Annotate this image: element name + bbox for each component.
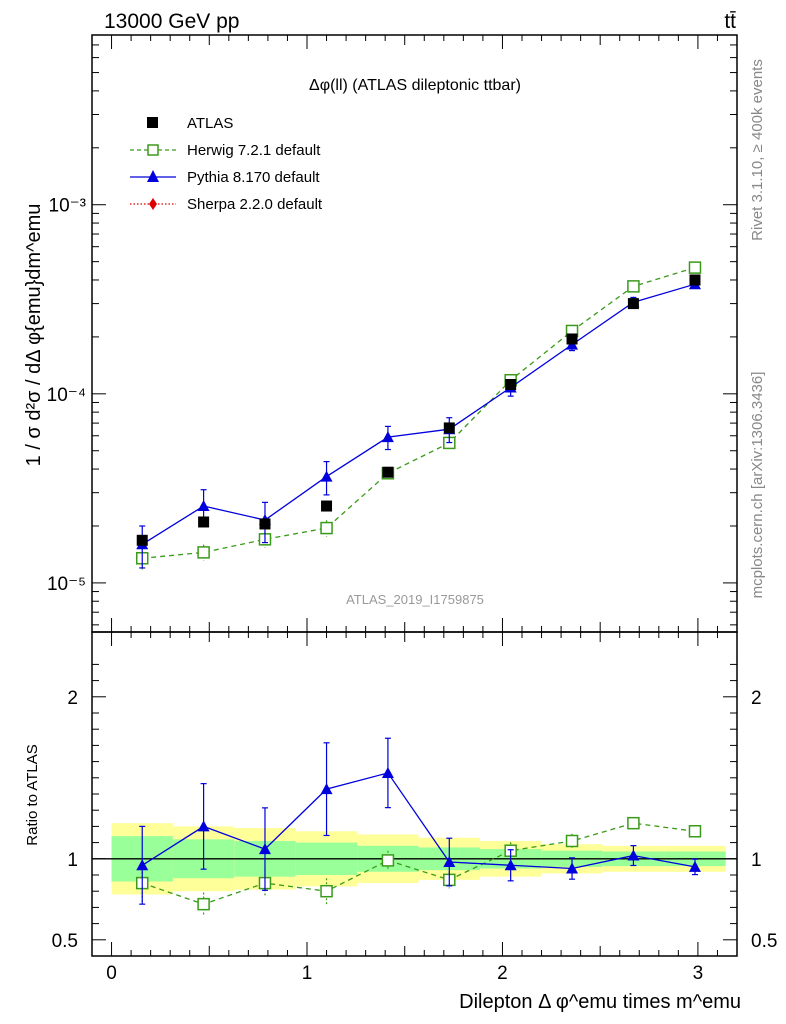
main-tick-labels: 10⁻⁵ 10⁻⁴ 10⁻³ xyxy=(47,196,86,595)
herwig-ratio-point xyxy=(320,884,333,898)
ratio-y-tick-label-left: 1 xyxy=(67,850,78,871)
herwig-point xyxy=(320,521,333,535)
ratio-y-tick-label-left: 2 xyxy=(67,688,78,709)
ratio-y-tick-label-right: 2 xyxy=(751,688,762,709)
x-axis-label: Dilepton Δ φ^emu times m^emu xyxy=(459,991,741,1013)
main-series-layer xyxy=(135,261,702,571)
x-tick-label: 3 xyxy=(693,963,704,984)
ratio-y-axis-label: Ratio to ATLAS xyxy=(24,744,41,845)
atlas-data-point xyxy=(627,298,639,310)
main-plot-title: Δφ(ll) (ATLAS dileptonic ttbar) xyxy=(309,77,521,94)
legend-herwig-label: Herwig 7.2.1 default xyxy=(187,142,321,159)
header-process-label: tt̄ xyxy=(724,10,736,33)
atlas-data-point xyxy=(566,333,578,345)
main-y-tick-label: 10⁻³ xyxy=(49,196,87,217)
pythia-ratio-point xyxy=(258,843,271,855)
legend-sherpa-marker xyxy=(149,198,157,210)
main-axis-ticks xyxy=(92,35,737,632)
atlas-data-point xyxy=(321,500,333,512)
x-tick-label: 2 xyxy=(497,963,508,984)
atlas-data-point xyxy=(198,516,210,528)
atlas-data-point xyxy=(505,379,517,391)
main-y-tick-label: 10⁻⁵ xyxy=(47,574,86,595)
pythia-ratio-point xyxy=(566,862,579,874)
ratio-y-tick-label-left: 0.5 xyxy=(52,931,78,952)
legend-pythia-label: Pythia 8.170 default xyxy=(187,169,320,186)
header-energy-label: 13000 GeV pp xyxy=(104,10,239,33)
pythia-ratio-point xyxy=(443,856,456,868)
atlas-data-point xyxy=(259,518,271,530)
ratio-axis-ticks xyxy=(92,632,737,956)
pythia-point xyxy=(381,431,394,443)
legend: ATLAS Herwig 7.2.1 default Pythia 8.170 … xyxy=(130,115,323,213)
ratio-y-tick-label-right: 1 xyxy=(751,850,762,871)
herwig-ratio-line xyxy=(142,822,696,905)
pythia-ratio-point xyxy=(381,766,394,778)
herwig-ratio-point xyxy=(627,816,640,830)
main-y-tick-label: 10⁻⁴ xyxy=(47,385,86,406)
atlas-data-point xyxy=(382,466,394,478)
atlas-data-point xyxy=(689,274,701,286)
herwig-point xyxy=(688,261,702,274)
rivet-version-label: Rivet 3.1.10, ≥ 400k events xyxy=(749,59,766,241)
herwig-ratio-point xyxy=(565,834,579,848)
pythia-series-line xyxy=(141,283,696,545)
legend-herwig-marker xyxy=(147,144,159,156)
legend-sherpa-label: Sherpa 2.2.0 default xyxy=(187,196,323,213)
legend-pythia-marker xyxy=(147,170,159,182)
herwig-point xyxy=(627,280,640,293)
legend-atlas-marker xyxy=(147,117,158,128)
pythia-ratio-point xyxy=(320,783,333,795)
legend-atlas-label: ATLAS xyxy=(187,115,233,132)
mcplots-source-label: mcplots.cern.ch [arXiv:1306.3436] xyxy=(749,372,766,599)
ratio-uncertainty-bands xyxy=(92,823,737,895)
ratio-tick-labels: 0.5 0.5 1 1 2 2 0 1 2 3 xyxy=(52,688,778,984)
x-tick-label: 1 xyxy=(302,963,313,984)
pythia-ratio-line xyxy=(141,772,696,870)
pythia-ratio-point xyxy=(627,849,640,861)
analysis-watermark: ATLAS_2019_I1759875 xyxy=(346,592,484,607)
pythia-ratio-point xyxy=(688,860,701,872)
pythia-point xyxy=(320,470,333,482)
atlas-data-point xyxy=(136,534,148,546)
x-tick-label: 0 xyxy=(106,963,117,984)
pythia-ratio-point xyxy=(504,859,517,871)
herwig-ratio-point xyxy=(197,897,210,911)
herwig-ratio-point xyxy=(688,825,702,838)
ratio-y-tick-label-right: 0.5 xyxy=(751,931,777,952)
pythia-ratio-point xyxy=(136,859,149,871)
herwig-series-line xyxy=(142,266,696,559)
ratio-series-layer xyxy=(135,737,702,916)
pythia-point xyxy=(197,500,210,512)
herwig-point xyxy=(197,546,210,559)
atlas-data-point xyxy=(443,422,455,434)
main-y-axis-label: 1 / σ d²σ / dΔ φ{emu}dm^emu xyxy=(23,204,45,467)
ratio-frame xyxy=(91,631,738,957)
ratio-panel: Ratio to ATLAS Dilepton Δ φ^emu times m^… xyxy=(24,631,778,1013)
herwig-ratio-point xyxy=(381,854,395,867)
main-panel: Δφ(ll) (ATLAS dileptonic ttbar) ATLAS_20… xyxy=(23,34,738,633)
pythia-ratio-point xyxy=(197,820,210,832)
